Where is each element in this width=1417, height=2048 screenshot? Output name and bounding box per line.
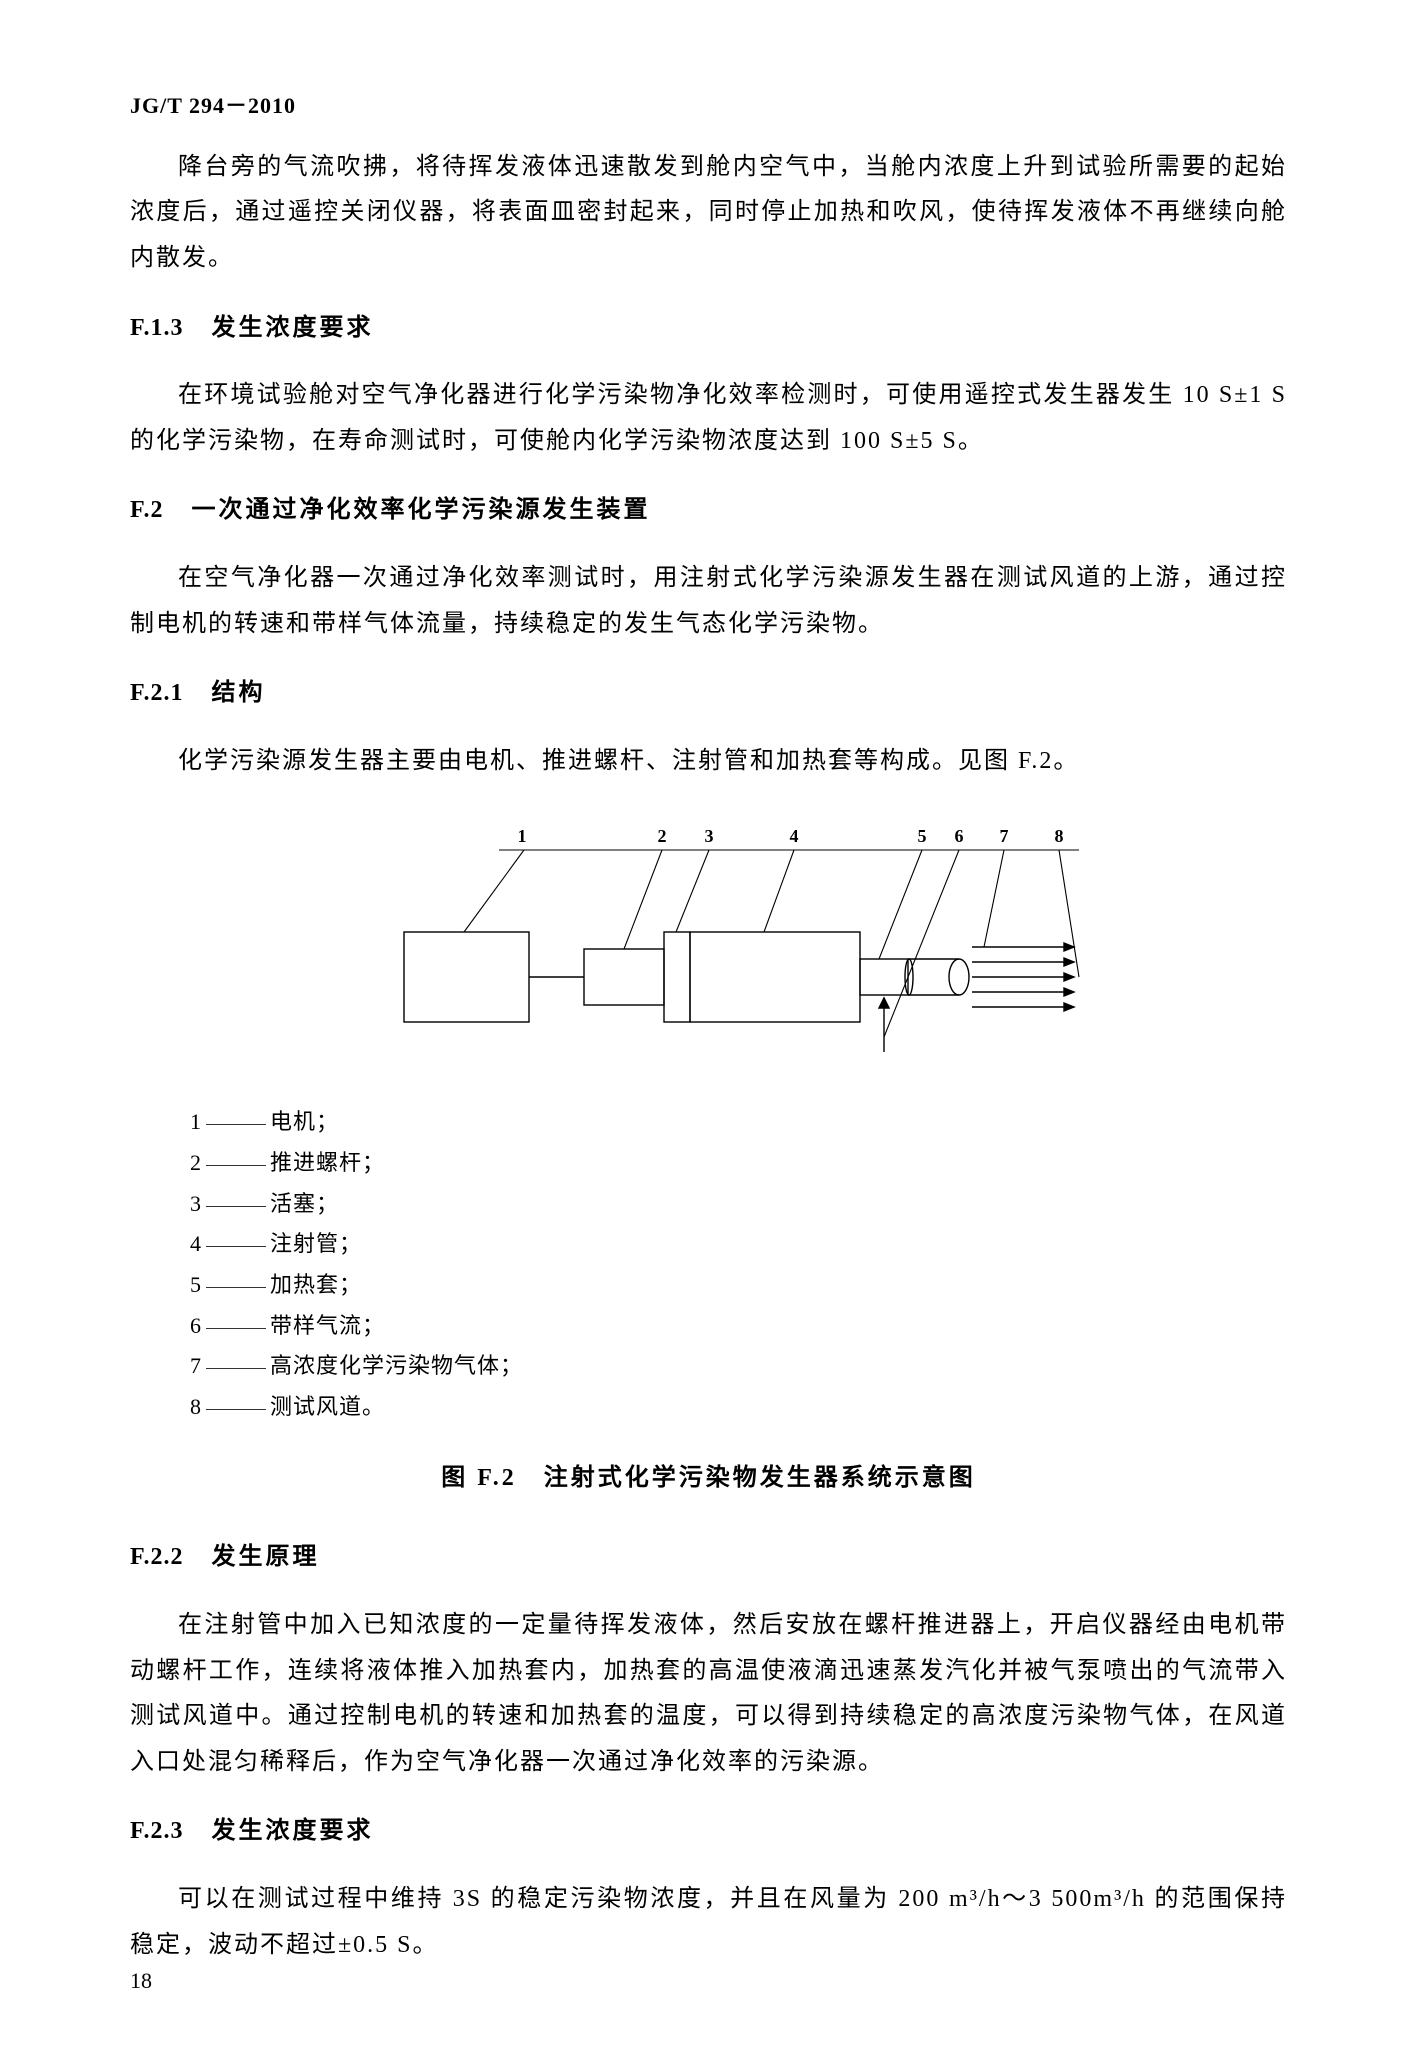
heading-title: 发生浓度要求: [211, 1818, 373, 1844]
para-f13: 在环境试验舱对空气净化器进行化学污染物净化效率检测时，可使用遥控式发生器发生 1…: [130, 373, 1287, 464]
diagram-label-2: 2: [657, 826, 666, 846]
heading-num: F.2: [130, 497, 163, 523]
legend-item: 5加热套；: [180, 1265, 1287, 1306]
legend-dash-icon: [206, 1287, 266, 1288]
legend-dash-icon: [206, 1328, 266, 1329]
legend-item: 6带样气流；: [180, 1306, 1287, 1347]
heading-f2: F.2 一次通过净化效率化学污染源发生装置: [130, 488, 1287, 534]
legend-dash-icon: [206, 1368, 266, 1369]
legend-dash-icon: [206, 1409, 266, 1410]
figure-caption: 图 F.2 注射式化学污染物发生器系统示意图: [130, 1456, 1287, 1502]
para-f23: 可以在测试过程中维持 3S 的稳定污染物浓度，并且在风量为 200 m³/h～3…: [130, 1877, 1287, 1968]
diagram-label-8: 8: [1054, 826, 1063, 846]
heading-num: F.2.1: [130, 680, 183, 706]
figure-f2-diagram: 1 2 3 4 5 6 7 8: [130, 812, 1287, 1072]
diagram-label-5: 5: [917, 826, 926, 846]
heading-f23: F.2.3 发生浓度要求: [130, 1809, 1287, 1855]
heading-title: 结构: [211, 680, 265, 706]
legend-dash-icon: [206, 1165, 266, 1166]
heading-num: F.1.3: [130, 315, 183, 341]
diagram-label-4: 4: [789, 826, 798, 846]
heading-f21: F.2.1 结构: [130, 671, 1287, 717]
intro-paragraph: 降台旁的气流吹拂，将待挥发液体迅速散发到舱内空气中，当舱内浓度上升到试验所需要的…: [130, 145, 1287, 282]
figure-legend: 1电机； 2推进螺杆； 3活塞； 4注射管； 5加热套； 6带样气流； 7高浓度…: [180, 1102, 1287, 1428]
heading-num: F.2.3: [130, 1818, 183, 1844]
page-number: 18: [130, 1960, 152, 2002]
legend-item: 2推进螺杆；: [180, 1143, 1287, 1184]
legend-item: 1电机；: [180, 1102, 1287, 1143]
para-f21: 化学污染源发生器主要由电机、推进螺杆、注射管和加热套等构成。见图 F.2。: [130, 739, 1287, 785]
legend-dash-icon: [206, 1206, 266, 1207]
diagram-label-7: 7: [999, 826, 1008, 846]
legend-item: 3活塞；: [180, 1184, 1287, 1225]
heading-f13: F.1.3 发生浓度要求: [130, 306, 1287, 352]
legend-dash-icon: [206, 1246, 266, 1247]
diagram-label-6: 6: [954, 826, 963, 846]
heading-title: 发生浓度要求: [211, 315, 373, 341]
diagram-label-3: 3: [704, 826, 713, 846]
legend-item: 8测试风道。: [180, 1387, 1287, 1428]
heading-title: 发生原理: [211, 1544, 319, 1570]
doc-standard-header: JG/T 294－2010: [130, 85, 1287, 127]
para-f22: 在注射管中加入已知浓度的一定量待挥发液体，然后安放在螺杆推进器上，开启仪器经由电…: [130, 1603, 1287, 1785]
diagram-label-1: 1: [517, 826, 526, 846]
injector-diagram-svg: 1 2 3 4 5 6 7 8: [324, 812, 1094, 1072]
legend-dash-icon: [206, 1124, 266, 1125]
legend-item: 4注射管；: [180, 1224, 1287, 1265]
heading-num: F.2.2: [130, 1544, 183, 1570]
heading-title: 一次通过净化效率化学污染源发生装置: [191, 497, 650, 523]
para-f2: 在空气净化器一次通过净化效率测试时，用注射式化学污染源发生器在测试风道的上游，通…: [130, 556, 1287, 647]
legend-item: 7高浓度化学污染物气体；: [180, 1346, 1287, 1387]
heading-f22: F.2.2 发生原理: [130, 1535, 1287, 1581]
